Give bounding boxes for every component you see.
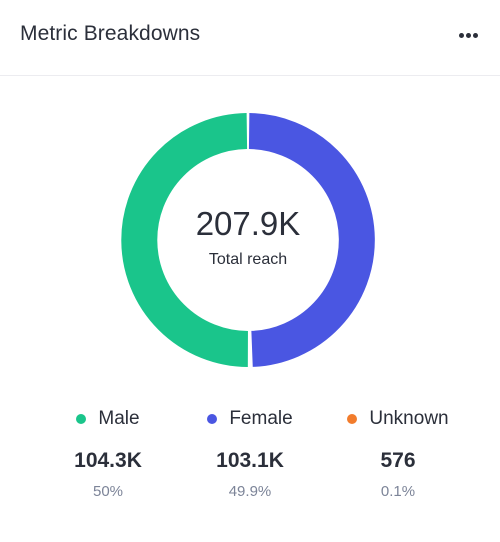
legend-pct-female: 49.9% [228, 483, 272, 500]
donut-slice-female[interactable] [248, 113, 375, 367]
more-options-button[interactable] [454, 24, 482, 46]
unknown-dot-icon [347, 414, 358, 424]
donut-center: 207.9K Total reach [121, 113, 375, 367]
legend-pct-unknown: 0.1% [380, 483, 416, 500]
more-horizontal-icon-dot [472, 32, 478, 38]
donut-chart: 207.9K Total reach [121, 113, 375, 367]
legend-item-male: Male 104.3K 50% [28, 405, 188, 500]
legend-value-unknown: 576 [380, 449, 416, 472]
legend-value-female: 103.1K [216, 449, 284, 472]
male-dot-icon [76, 414, 87, 424]
legend-pct-male: 50% [92, 483, 124, 500]
legend-value-male: 104.3K [74, 449, 142, 472]
card-title: Metric Breakdowns [20, 22, 201, 45]
legend-label-unknown: Unknown [369, 408, 449, 429]
total-reach-label: Total reach [208, 251, 288, 268]
legend-item-female: Female 103.1K 49.9% [170, 405, 330, 500]
donut-chart-svg [121, 113, 375, 367]
more-horizontal-icon-dot [465, 32, 471, 38]
card-header: Metric Breakdowns [0, 0, 500, 76]
legend-item-unknown: Unknown 576 0.1% [318, 405, 478, 500]
more-horizontal-icon [458, 32, 464, 38]
donut-slice-male[interactable] [121, 113, 249, 367]
legend-label-female: Female [229, 408, 293, 429]
legend-label-male: Male [98, 408, 140, 429]
total-reach-value: 207.9K [195, 205, 301, 242]
female-dot-icon [207, 414, 218, 424]
legend: Male 104.3K 50% Female 103.1K 49.9% Unkn… [0, 405, 500, 515]
